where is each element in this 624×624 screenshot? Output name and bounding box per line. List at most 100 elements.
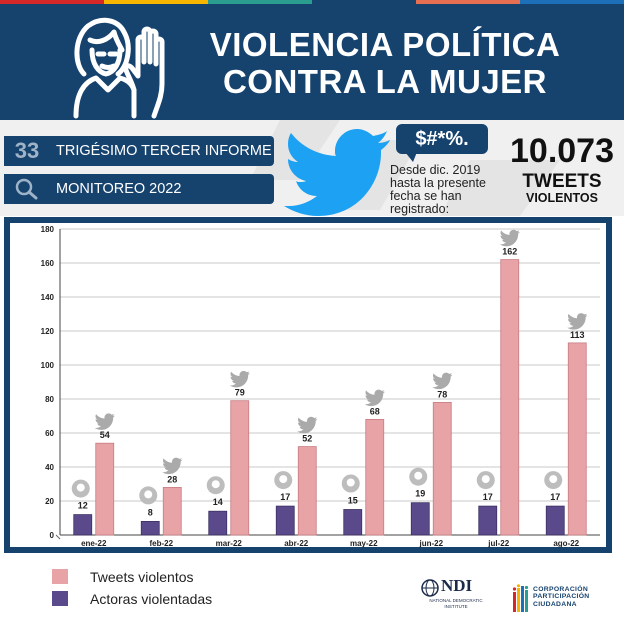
woman-avatar-face bbox=[211, 480, 220, 489]
bar-tweets bbox=[95, 442, 115, 536]
woman-avatar-face bbox=[481, 475, 490, 484]
bar-tweets bbox=[567, 342, 587, 536]
label-tweets: 162 bbox=[502, 247, 517, 257]
bar-chart: 0 20 40 60 80 100 120 140 160 180 12 54 ene-22 8 28 feb… bbox=[10, 223, 606, 548]
cpc-figures-icon bbox=[512, 584, 529, 612]
monitor-label: MONITOREO 2022 bbox=[56, 181, 182, 197]
legend-item-tweets: Tweets violentos bbox=[52, 568, 272, 586]
twitter-bird-icon bbox=[162, 457, 183, 475]
bar-tweets bbox=[162, 486, 182, 536]
label-actoras: 17 bbox=[550, 492, 560, 502]
twitter-bird-icon bbox=[229, 370, 251, 388]
x-tick-label: ene-22 bbox=[81, 539, 107, 548]
x-tick-label: feb-22 bbox=[149, 539, 173, 548]
bar-actoras bbox=[140, 520, 160, 536]
y-tick-label: 40 bbox=[45, 463, 54, 472]
top-color-stripe bbox=[0, 0, 624, 4]
x-tick-label: mar-22 bbox=[216, 539, 243, 548]
label-tweets: 78 bbox=[437, 389, 447, 399]
x-tick-label: ago-22 bbox=[553, 539, 579, 548]
since-text: Desde dic. 2019 hasta la presente fecha … bbox=[390, 163, 486, 216]
chart-frame: 0 20 40 60 80 100 120 140 160 180 12 54 ene-22 8 28 feb… bbox=[4, 217, 612, 553]
bar-tweets bbox=[432, 401, 452, 536]
x-tick-label: abr-22 bbox=[284, 539, 309, 548]
title-line-1: VIOLENCIA POLÍTICA bbox=[209, 26, 561, 63]
y-tick-label: 160 bbox=[41, 259, 55, 268]
label-actoras: 17 bbox=[280, 492, 290, 502]
bar-tweets bbox=[230, 400, 250, 536]
woman-avatar-face bbox=[346, 478, 355, 487]
twitter-bird-icon bbox=[567, 313, 588, 330]
twitter-bird-icon bbox=[499, 229, 521, 247]
globe-icon bbox=[421, 579, 439, 597]
total-unit: TWEETS bbox=[522, 171, 602, 192]
ndi-subtitle: NATIONAL DEMOCRATIC INSTITUTE bbox=[429, 598, 483, 609]
label-tweets: 68 bbox=[370, 406, 380, 416]
x-tick-label: may-22 bbox=[350, 539, 378, 548]
axis-depth bbox=[55, 534, 61, 540]
ndi-logo: NDI NATIONAL DEMOCRATIC INSTITUTE bbox=[420, 576, 484, 620]
y-tick-label: 0 bbox=[50, 531, 55, 540]
bar-actoras bbox=[73, 514, 93, 536]
bar-actoras bbox=[343, 509, 363, 536]
label-actoras: 12 bbox=[78, 501, 88, 511]
label-actoras: 14 bbox=[213, 497, 223, 507]
legend-item-actoras: Actoras violentadas bbox=[52, 590, 272, 608]
x-tick-label: jun-22 bbox=[418, 539, 443, 548]
legend-label-actoras: Actoras violentadas bbox=[90, 591, 213, 607]
woman-avatar-face bbox=[414, 471, 423, 480]
label-actoras: 8 bbox=[148, 507, 153, 517]
label-tweets: 54 bbox=[100, 430, 110, 440]
ndi-wordmark: NDI bbox=[441, 576, 473, 595]
label-actoras: 17 bbox=[483, 492, 493, 502]
cpc-line-2: PARTICIPACIÓN bbox=[533, 593, 590, 601]
woman-avatar-face bbox=[549, 475, 558, 484]
page-title: VIOLENCIA POLÍTICA CONTRA LA MUJER bbox=[150, 26, 620, 100]
x-tick-label: jul-22 bbox=[487, 539, 509, 548]
total-tweets: 10.073 bbox=[510, 132, 614, 170]
woman-avatar-face bbox=[279, 475, 288, 484]
bar-actoras bbox=[275, 505, 295, 536]
bar-actoras bbox=[208, 510, 228, 536]
legend-swatch-tweets bbox=[52, 569, 68, 584]
cpc-line-1: CORPORACIÓN bbox=[533, 586, 589, 593]
twitter-bird-icon bbox=[364, 389, 386, 407]
legend-label-tweets: Tweets violentos bbox=[90, 569, 194, 585]
bar-tweets bbox=[297, 446, 317, 536]
twitter-bird-icon bbox=[94, 413, 116, 430]
legend-swatch-actoras bbox=[52, 591, 68, 606]
cpc-logo: CORPORACIÓN PARTICIPACIÓN CIUDADANA bbox=[512, 584, 622, 614]
bar-tweets bbox=[365, 418, 385, 536]
y-tick-label: 140 bbox=[41, 293, 55, 302]
y-tick-label: 60 bbox=[45, 429, 54, 438]
label-tweets: 52 bbox=[302, 434, 312, 444]
label-actoras: 19 bbox=[415, 489, 425, 499]
label-tweets: 28 bbox=[167, 474, 177, 484]
twitter-bird-icon bbox=[284, 129, 391, 216]
bar-actoras bbox=[410, 502, 430, 536]
y-tick-label: 120 bbox=[41, 327, 55, 336]
cpc-wordmark: CORPORACIÓN PARTICIPACIÓN CIUDADANA bbox=[533, 586, 590, 608]
bar-actoras bbox=[478, 505, 498, 536]
bar-actoras bbox=[545, 505, 565, 536]
y-tick-label: 180 bbox=[41, 225, 55, 234]
magnifier-icon bbox=[15, 178, 38, 200]
total-unit-sub: VIOLENTOS bbox=[525, 191, 598, 205]
title-line-2: CONTRA LA MUJER bbox=[222, 63, 548, 100]
label-tweets: 113 bbox=[570, 330, 585, 340]
bar-tweets bbox=[500, 259, 520, 536]
monitor-pill: MONITOREO 2022 bbox=[4, 174, 274, 204]
label-actoras: 15 bbox=[348, 496, 358, 506]
y-tick-label: 20 bbox=[45, 497, 54, 506]
woman-avatar-face bbox=[76, 483, 85, 492]
twitter-bird-icon bbox=[432, 372, 453, 390]
speech-bubble-tail bbox=[405, 152, 417, 162]
header-banner: VIOLENCIA POLÍTICA CONTRA LA MUJER bbox=[0, 4, 624, 120]
cpc-line-3: CIUDADANA bbox=[533, 600, 577, 608]
speech-bubble: $#*%. bbox=[396, 124, 488, 154]
woman-stop-hand-icon bbox=[73, 17, 165, 119]
report-number: 33 bbox=[8, 138, 46, 164]
twitter-bird-icon bbox=[297, 416, 318, 434]
report-label: TRIGÉSIMO TERCER INFORME bbox=[56, 143, 272, 159]
report-number-pill: 33 TRIGÉSIMO TERCER INFORME bbox=[4, 136, 274, 166]
